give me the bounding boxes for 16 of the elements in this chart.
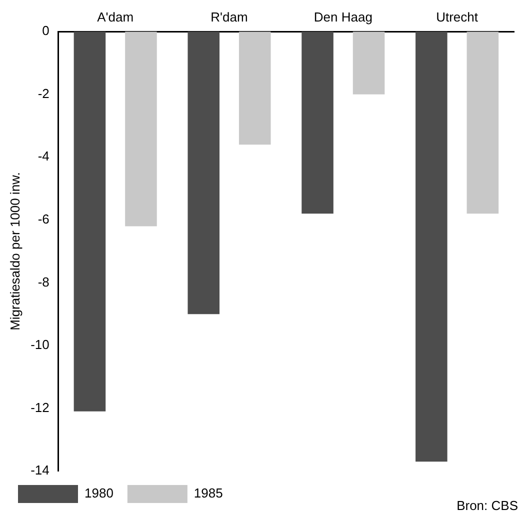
y-tick-label: -4 [38, 148, 50, 164]
x-tick-label: Den Haag [314, 9, 372, 24]
x-tick-label: A'dam [97, 9, 134, 24]
text: Bron: CBS [456, 498, 518, 514]
legend-label: 1980 [84, 486, 114, 501]
legend-label: 1985 [194, 486, 223, 501]
y-tick-label: -10 [30, 337, 50, 352]
y-tick-label: -8 [38, 274, 50, 290]
x-tick-label: Utrecht [436, 9, 478, 24]
y-tick-label: -12 [30, 400, 50, 415]
y-axis-title: Migratiesaldo per 1000 inw. [7, 172, 22, 330]
y-tick-label: 0 [42, 23, 50, 38]
x-tick-label: R'dam [210, 9, 248, 24]
y-tick-label: -2 [38, 86, 50, 101]
y-tick-label: -6 [38, 211, 50, 226]
y-tick-label: -14 [30, 462, 50, 478]
